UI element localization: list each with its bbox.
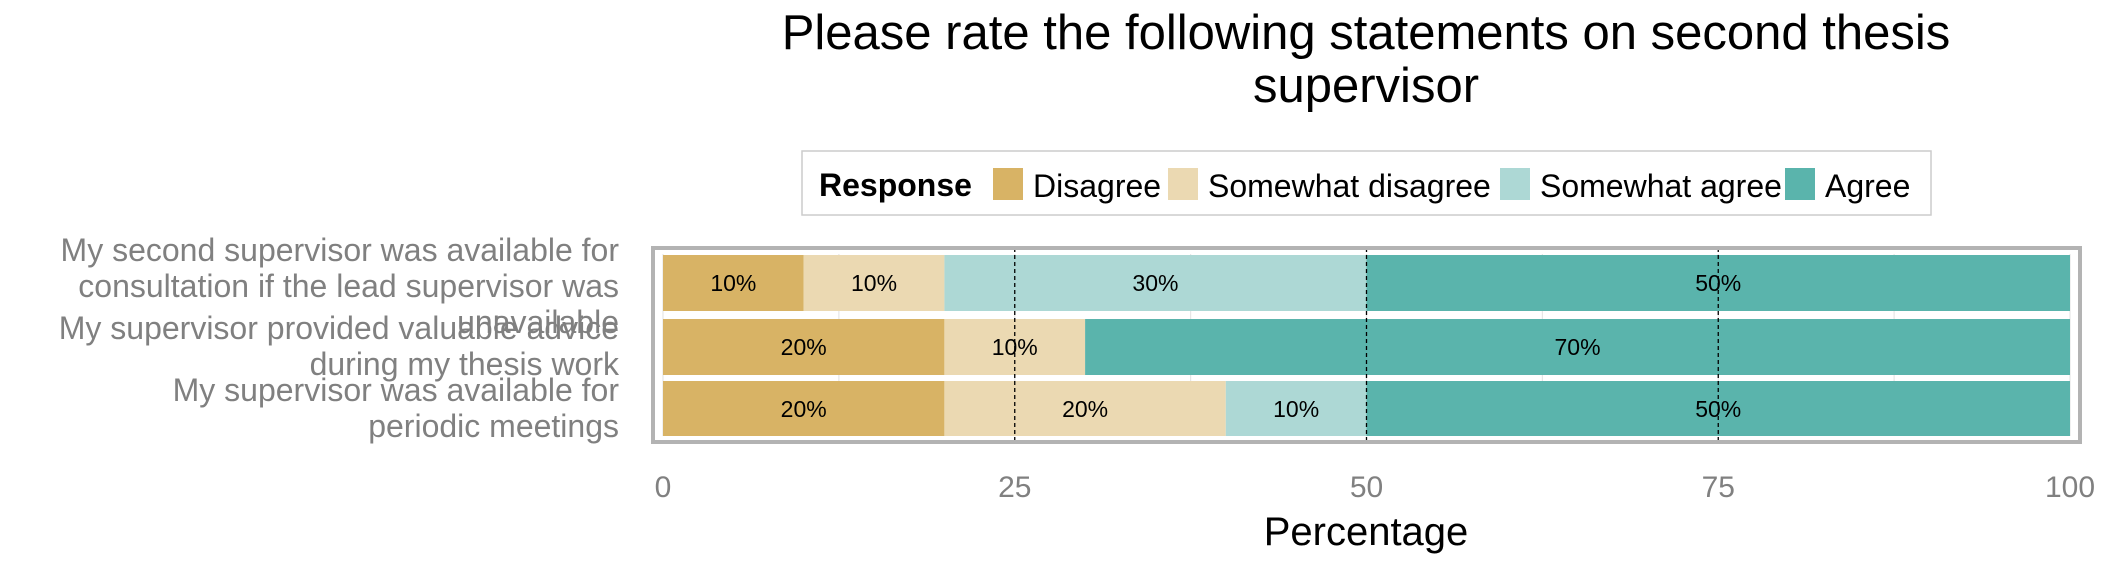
legend-key-somewhat-disagree[interactable] [1168, 168, 1198, 200]
y-tick-label: during my thesis work [310, 346, 620, 382]
bar-data-label: 20% [781, 396, 827, 422]
x-tick-label: 50 [1350, 471, 1383, 504]
legend: Response Disagree Somewhat disagree Somewha… [801, 150, 1932, 216]
legend-label-somewhat-disagree: Somewhat disagree [1208, 168, 1491, 204]
bar-segment-somewhat-disagree[interactable] [944, 381, 1226, 437]
y-tick-label: unavailable [457, 304, 619, 340]
data-labels: 10% 10% 30% 50%20% 10% 70%20% 20% 10% 50% [710, 270, 1741, 422]
x-tick-label: 25 [998, 471, 1031, 504]
x-tick-label: 100 [2045, 471, 2095, 504]
legend-key-somewhat-agree[interactable] [1500, 168, 1530, 200]
y-axis-tick-labels: My second supervisor was available forco… [59, 232, 620, 444]
legend-label-somewhat-agree: Somewhat agree [1540, 168, 1782, 204]
x-tick-label: 0 [655, 471, 672, 504]
bar-data-label: 20% [1062, 396, 1108, 422]
y-tick-label: periodic meetings [368, 408, 619, 444]
reference-lines [651, 246, 2082, 444]
legend-box [801, 150, 1932, 216]
bar-segment-disagree[interactable] [663, 381, 945, 437]
y-tick-label: My supervisor provided valuable advice [59, 310, 619, 346]
x-tick-label: 75 [1702, 471, 1735, 504]
legend-title: Response [819, 167, 972, 203]
x-axis-title: Percentage [1264, 510, 1469, 554]
x-axis-tick-labels: 0 25 50 75 100 [655, 471, 2095, 504]
bar-segment-somewhat-agree[interactable] [1225, 381, 1367, 437]
bar-segment-disagree[interactable] [663, 255, 804, 311]
legend-key-agree[interactable] [1785, 168, 1815, 200]
bar-data-label: 10% [710, 270, 756, 296]
y-tick-label: consultation if the lead supervisor was [78, 268, 619, 304]
chart-title-line-1: Please rate the following statements on … [782, 6, 1951, 60]
y-tick-label: My supervisor was available for [173, 372, 620, 408]
bar-segment-agree[interactable] [1085, 319, 2070, 375]
chart-title-line-2: supervisor [1253, 59, 1479, 113]
legend-key-disagree[interactable] [993, 168, 1023, 200]
bar-data-label: 20% [781, 334, 827, 360]
bar-data-label: 30% [1132, 270, 1178, 296]
panel-border [651, 246, 2082, 444]
bar-data-label: 10% [1273, 396, 1319, 422]
legend-label-disagree: Disagree [1033, 168, 1161, 204]
y-tick-label: My second supervisor was available for [61, 232, 620, 268]
chart-title: Please rate the following statements on … [782, 6, 1951, 113]
bar-data-label: 10% [851, 270, 897, 296]
legend-label-agree: Agree [1825, 168, 1910, 204]
bar-segment-somewhat-disagree[interactable] [803, 255, 945, 311]
bar-segment-disagree[interactable] [663, 319, 945, 375]
bar-data-label: 70% [1555, 334, 1601, 360]
